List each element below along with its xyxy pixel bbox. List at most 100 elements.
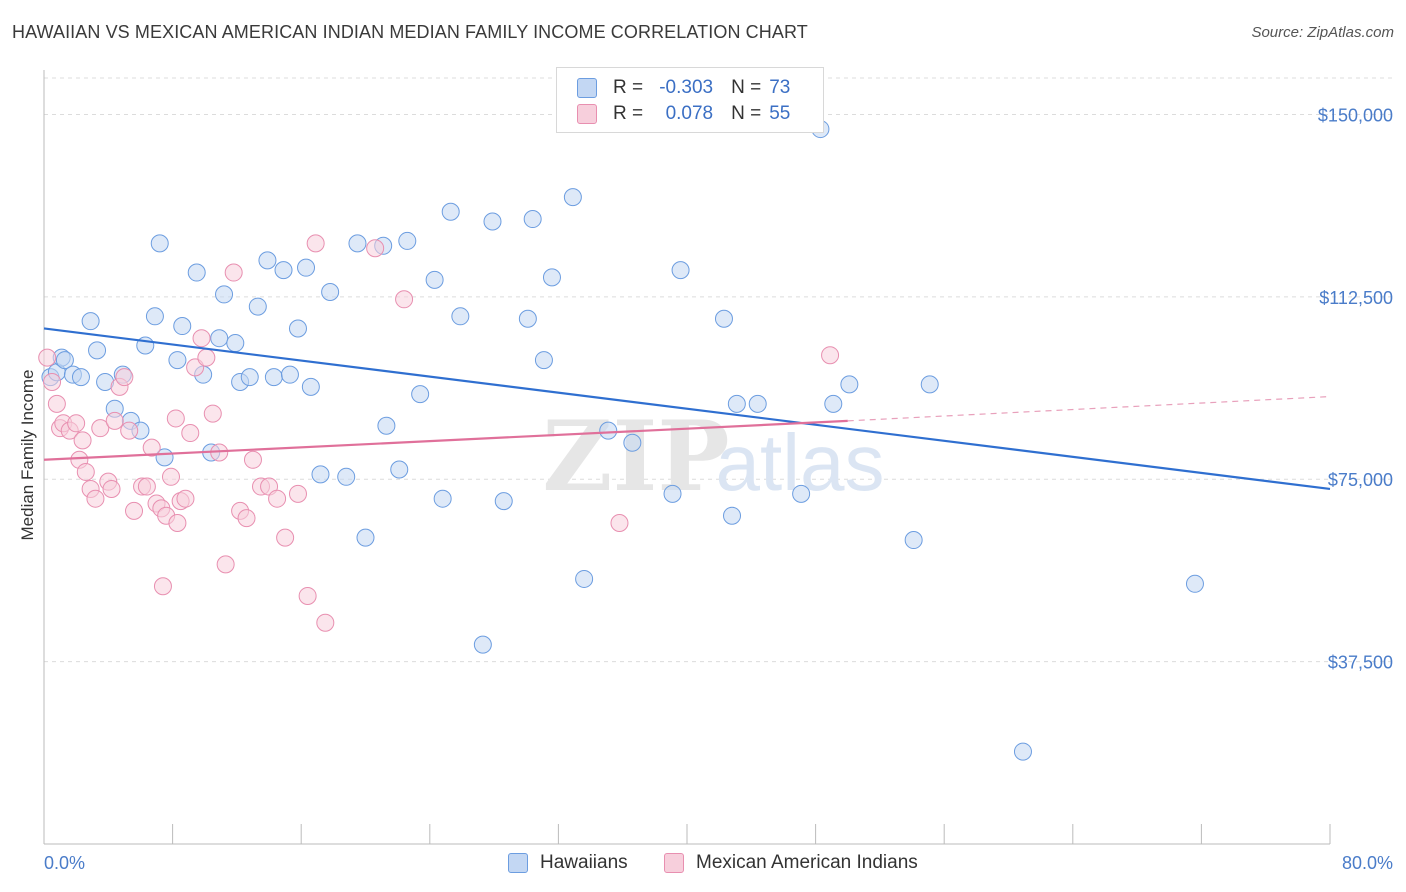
point-hawaiians — [671, 261, 690, 280]
point-hawaiians — [563, 188, 582, 207]
point-hawaiians — [1013, 742, 1032, 761]
bottom-legend: Hawaiians Mexican American Indians — [0, 852, 1406, 876]
point-mexican-american-indians — [276, 528, 295, 547]
point-hawaiians — [258, 251, 277, 270]
point-hawaiians — [248, 297, 267, 316]
point-hawaiians — [727, 394, 746, 413]
y-tick-label: $37,500 — [1328, 653, 1393, 673]
point-mexican-american-indians — [395, 290, 414, 309]
point-hawaiians — [494, 492, 513, 511]
point-hawaiians — [71, 368, 90, 387]
source-label: Source: ZipAtlas.com — [1251, 24, 1394, 41]
point-mexican-american-indians — [306, 234, 325, 253]
point-hawaiians — [840, 375, 859, 394]
legend-swatch-mexican-american-indians — [577, 104, 597, 124]
point-hawaiians — [297, 258, 316, 277]
legend-r-value: -0.303 — [659, 77, 714, 98]
point-hawaiians — [145, 307, 164, 326]
point-hawaiians — [473, 635, 492, 654]
legend-r-value: 0.078 — [665, 103, 714, 124]
point-hawaiians — [226, 334, 245, 353]
point-hawaiians — [337, 467, 356, 486]
legend-swatch-hawaiians — [577, 78, 597, 98]
chart-title: HAWAIIAN VS MEXICAN AMERICAN INDIAN MEDI… — [12, 22, 808, 42]
point-mexican-american-indians — [102, 479, 121, 498]
watermark: ZIP atlas — [542, 400, 884, 513]
point-hawaiians — [288, 319, 307, 338]
point-hawaiians — [1185, 574, 1204, 593]
point-hawaiians — [623, 433, 642, 452]
point-hawaiians — [280, 365, 299, 384]
point-hawaiians — [356, 528, 375, 547]
point-hawaiians — [904, 531, 923, 550]
point-mexican-american-indians — [115, 368, 134, 387]
point-hawaiians — [748, 394, 767, 413]
point-hawaiians — [240, 368, 259, 387]
point-hawaiians — [150, 234, 169, 253]
point-hawaiians — [210, 329, 229, 348]
bottom-legend-swatch-mexican-american-indians — [664, 853, 684, 873]
point-hawaiians — [575, 569, 594, 588]
point-mexican-american-indians — [168, 514, 187, 533]
point-hawaiians — [168, 351, 187, 370]
point-hawaiians — [377, 416, 396, 435]
point-mexican-american-indians — [142, 438, 161, 457]
point-hawaiians — [723, 506, 742, 525]
point-mexican-american-indians — [203, 404, 222, 423]
point-hawaiians — [792, 484, 811, 503]
point-mexican-american-indians — [224, 263, 243, 282]
point-mexican-american-indians — [298, 586, 317, 605]
point-mexican-american-indians — [67, 414, 86, 433]
bottom-legend-label: Mexican American Indians — [696, 852, 918, 873]
point-mexican-american-indians — [176, 489, 195, 508]
legend-row-mexican-american-indians: R = 0.078 N = 55 — [577, 102, 790, 126]
legend: R = -0.303 N = 73 R = 0.078 N = 55 — [556, 67, 824, 133]
point-hawaiians — [542, 268, 561, 287]
point-mexican-american-indians — [137, 477, 156, 496]
bottom-legend-hawaiians: Hawaiians — [508, 852, 628, 874]
point-hawaiians — [441, 202, 460, 221]
legend-r-label: R = — [613, 103, 644, 124]
point-mexican-american-indians — [237, 509, 256, 528]
point-hawaiians — [451, 307, 470, 326]
watermark-zip: ZIP — [542, 400, 729, 513]
point-hawaiians — [88, 341, 107, 360]
point-hawaiians — [274, 261, 293, 280]
point-hawaiians — [173, 317, 192, 336]
point-mexican-american-indians — [166, 409, 185, 428]
trend-line-mexican-american-indians — [43, 419, 848, 461]
point-hawaiians — [425, 270, 444, 289]
point-mexican-american-indians — [268, 489, 287, 508]
point-mexican-american-indians — [76, 462, 95, 481]
point-hawaiians — [398, 231, 417, 250]
point-hawaiians — [824, 394, 843, 413]
legend-n-label: N = — [731, 77, 762, 98]
point-hawaiians — [81, 312, 100, 331]
point-hawaiians — [920, 375, 939, 394]
point-mexican-american-indians — [243, 450, 262, 469]
point-hawaiians — [523, 210, 542, 229]
point-mexican-american-indians — [47, 394, 66, 413]
trend-lines — [43, 327, 1331, 491]
point-hawaiians — [663, 484, 682, 503]
point-mexican-american-indians — [120, 421, 139, 440]
trend-line-mexican-american-indians-extension — [847, 395, 1331, 422]
point-mexican-american-indians — [43, 372, 62, 391]
point-mexican-american-indians — [216, 555, 235, 574]
legend-row-hawaiians: R = -0.303 N = 73 — [577, 76, 790, 100]
tick-labels: $37,500 $75,000 $112,500 $150,000 0.0% 80.0% — [44, 105, 1393, 873]
point-hawaiians — [321, 282, 340, 301]
legend-n-value: 55 — [769, 103, 791, 124]
point-mexican-american-indians — [288, 484, 307, 503]
point-mexican-american-indians — [125, 501, 144, 520]
point-mexican-american-indians — [153, 577, 172, 596]
point-mexican-american-indians — [192, 329, 211, 348]
legend-r-label: R = — [613, 77, 644, 98]
point-hawaiians — [518, 309, 537, 328]
point-hawaiians — [311, 465, 330, 484]
point-mexican-american-indians — [821, 346, 840, 365]
y-tick-label: $75,000 — [1328, 470, 1393, 490]
point-hawaiians — [301, 377, 320, 396]
point-mexican-american-indians — [366, 239, 385, 258]
